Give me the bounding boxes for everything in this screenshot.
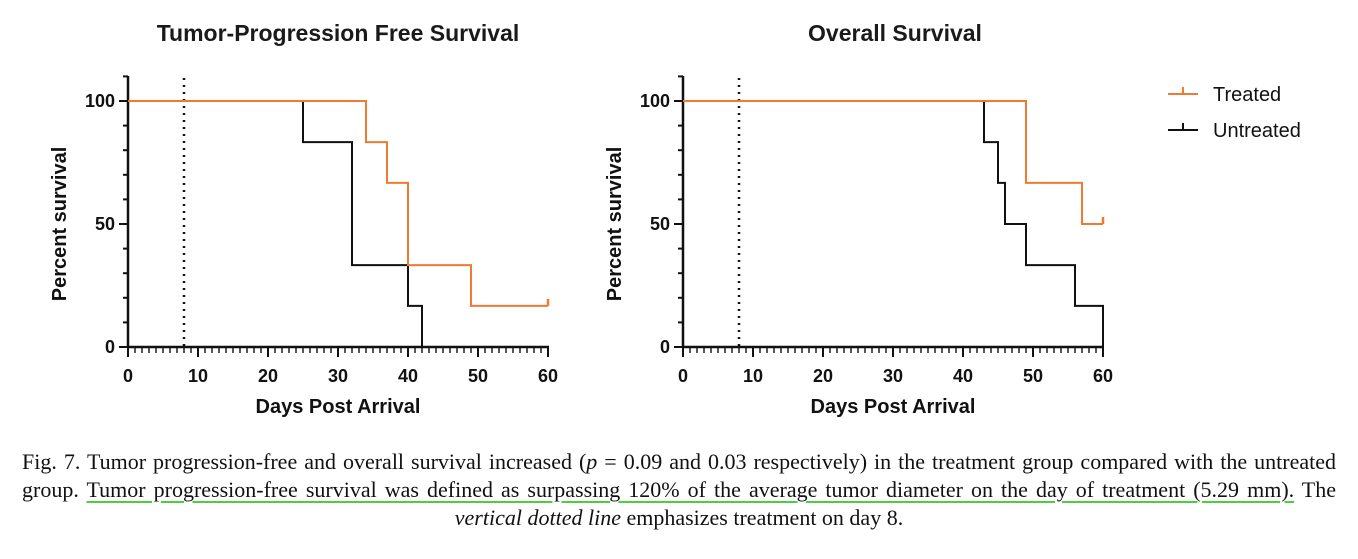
caption-part3: The [1294, 477, 1337, 502]
x-tick-label: 0 [123, 366, 133, 386]
caption-part4: emphasizes treatment on day 8. [620, 505, 904, 530]
x-tick-label: 30 [328, 366, 348, 386]
x-axis-label: Days Post Arrival [811, 396, 976, 418]
chart-title: Tumor-Progression Free Survival [157, 20, 520, 46]
x-tick-label: 60 [1093, 366, 1113, 386]
y-axis-label: Percent survival [49, 147, 71, 302]
figure-caption: Fig. 7. Tumor progression-free and overa… [22, 448, 1336, 532]
y-tick-label: 50 [650, 214, 670, 234]
x-tick-label: 20 [258, 366, 278, 386]
caption-p-symbol: p [586, 449, 598, 474]
x-tick-label: 50 [1023, 366, 1043, 386]
x-tick-label: 50 [468, 366, 488, 386]
chart-title: Overall Survival [808, 20, 982, 46]
series-line-treated [128, 100, 548, 307]
y-tick-label: 50 [95, 214, 115, 234]
y-tick-label: 0 [105, 337, 115, 357]
y-tick-label: 0 [660, 337, 670, 357]
legend-label-untreated: Untreated [1213, 120, 1301, 142]
x-tick-label: 30 [883, 366, 903, 386]
series-line-treated [683, 100, 1103, 225]
caption-part1: Fig. 7. Tumor progression-free and overa… [22, 449, 587, 474]
y-tick-label: 100 [640, 91, 670, 111]
x-tick-label: 20 [813, 366, 833, 386]
caption-italic-phrase: vertical dotted line [454, 505, 621, 530]
series-line-untreated [683, 100, 1104, 347]
x-tick-label: 60 [538, 366, 558, 386]
series-line-untreated [128, 100, 423, 347]
legend-label-treated: Treated [1213, 84, 1281, 106]
x-tick-label: 40 [953, 366, 973, 386]
pfs-chart: Tumor-Progression Free Survival 0 50 100 0 10… [49, 20, 558, 418]
x-tick-label: 40 [398, 366, 418, 386]
x-tick-label: 10 [743, 366, 763, 386]
x-tick-label: 0 [678, 366, 688, 386]
y-axis-label: Percent survival [604, 147, 626, 302]
chart-legend: Treated Untreated [1168, 84, 1301, 142]
os-chart: Overall Survival 0 50 100 0 10 20 30 40 50 60 Days … [604, 20, 1113, 418]
y-tick-label: 100 [85, 91, 115, 111]
x-axis-label: Days Post Arrival [256, 396, 421, 418]
x-tick-label: 10 [188, 366, 208, 386]
caption-highlight: Tumor progression-free survival was defi… [86, 477, 1295, 502]
caption-part2: = 0.09 and 0.03 respectively) in the tre… [22, 449, 1336, 502]
